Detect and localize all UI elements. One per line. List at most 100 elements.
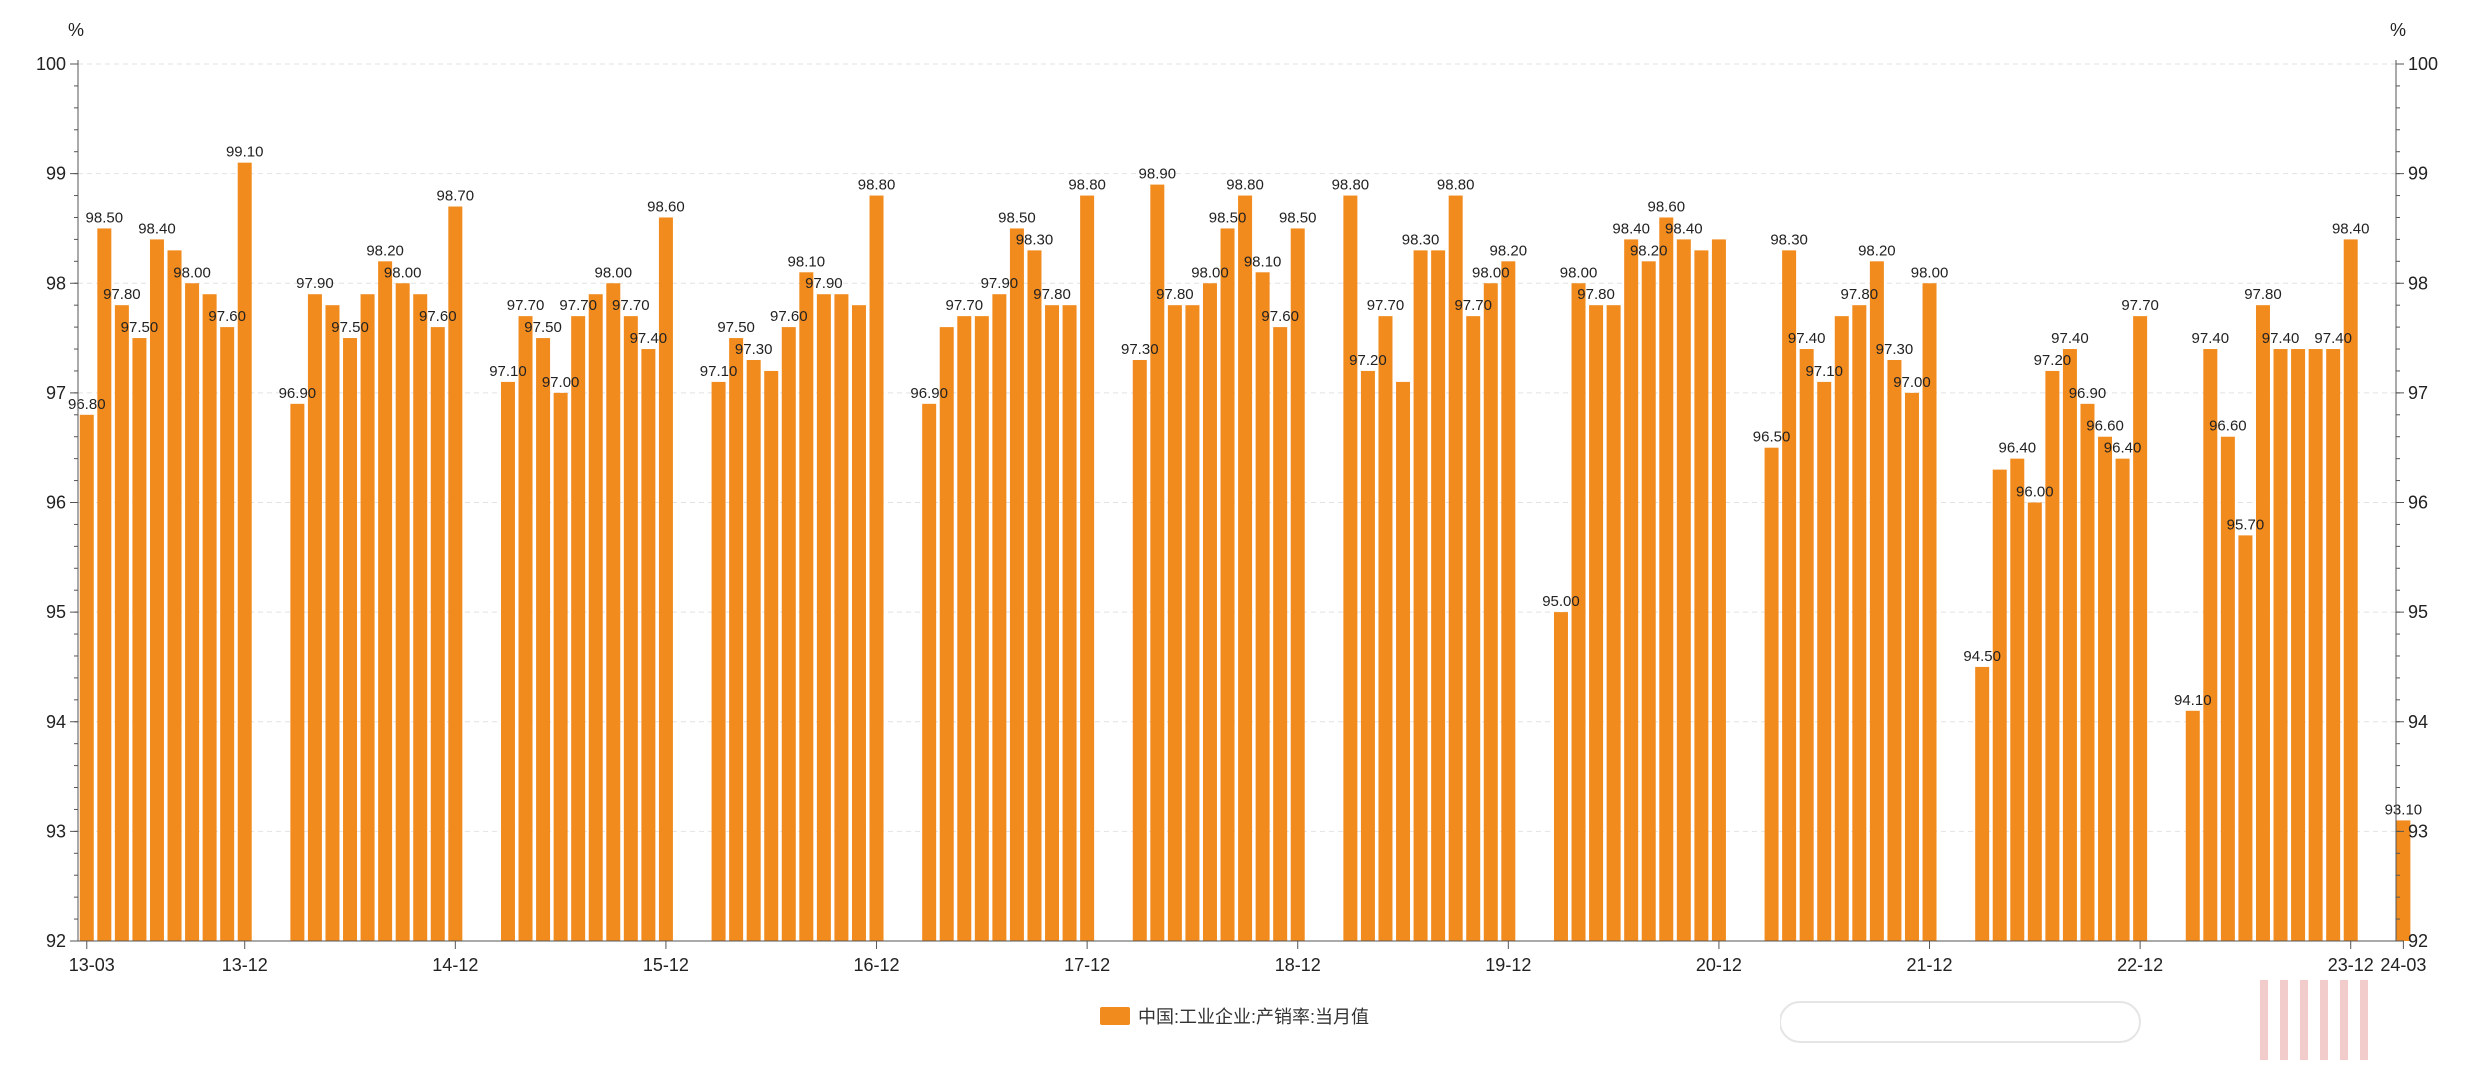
data-label: 98.60 xyxy=(1648,198,1686,215)
data-label: 98.60 xyxy=(647,198,685,215)
bar xyxy=(1413,250,1428,942)
y-tick-label-left: 99 xyxy=(46,164,66,184)
bar xyxy=(1975,666,1990,941)
bar xyxy=(1150,184,1165,941)
bar xyxy=(500,381,515,942)
data-label: 97.00 xyxy=(542,374,580,391)
data-label: 98.20 xyxy=(1858,242,1896,259)
y-tick-label-right: 98 xyxy=(2408,273,2428,293)
bar xyxy=(1290,228,1305,941)
bar xyxy=(641,349,656,941)
x-tick-label: 15-12 xyxy=(643,955,689,975)
data-label: 97.20 xyxy=(2034,352,2072,369)
data-label: 97.60 xyxy=(208,308,246,325)
bar xyxy=(1764,447,1779,941)
bar xyxy=(149,239,164,941)
bar xyxy=(1659,217,1674,942)
bar xyxy=(1887,359,1902,941)
data-label: 97.80 xyxy=(1033,286,1071,303)
data-label: 98.20 xyxy=(1630,242,1668,259)
data-label: 98.50 xyxy=(998,209,1036,226)
data-label: 99.10 xyxy=(226,144,264,161)
bar xyxy=(2273,349,2288,941)
data-label: 97.80 xyxy=(1156,286,1194,303)
bar xyxy=(1869,261,1884,941)
data-label: 98.30 xyxy=(1402,231,1440,248)
bar xyxy=(623,316,638,941)
data-label: 97.80 xyxy=(103,286,141,303)
bar xyxy=(746,359,761,941)
bar xyxy=(378,261,393,941)
bar xyxy=(1641,261,1656,941)
data-label: 98.40 xyxy=(1665,220,1703,237)
x-tick-label: 13-03 xyxy=(69,955,115,975)
bar xyxy=(588,294,603,941)
x-tick-label: 20-12 xyxy=(1696,955,1742,975)
bar xyxy=(2308,349,2323,941)
bar xyxy=(1009,228,1024,941)
data-label: 98.80 xyxy=(1226,177,1264,194)
x-tick-label: 21-12 xyxy=(1907,955,1953,975)
bar xyxy=(114,305,129,941)
data-label: 98.40 xyxy=(1612,220,1650,237)
bar xyxy=(2220,436,2235,941)
data-label: 98.80 xyxy=(1332,177,1370,194)
bar xyxy=(1360,370,1375,941)
bar xyxy=(1606,305,1621,941)
bar xyxy=(536,338,551,941)
data-label: 97.40 xyxy=(2314,330,2352,347)
bar xyxy=(1448,195,1463,942)
bar xyxy=(922,403,937,941)
data-label: 97.70 xyxy=(2121,297,2159,314)
bar xyxy=(729,338,744,941)
y-tick-label-left: 96 xyxy=(46,493,66,513)
bar xyxy=(1378,316,1393,941)
data-label: 98.00 xyxy=(1560,264,1598,281)
y-tick-label-left: 93 xyxy=(46,821,66,841)
data-label: 98.20 xyxy=(1490,242,1528,259)
bar xyxy=(2080,403,2095,941)
bar xyxy=(992,294,1007,941)
bar xyxy=(2255,305,2270,941)
bar xyxy=(343,338,358,941)
bar xyxy=(518,316,533,941)
data-label: 97.50 xyxy=(331,319,369,336)
bar xyxy=(1027,250,1042,942)
data-label: 96.00 xyxy=(2016,484,2054,501)
bar xyxy=(430,327,445,942)
bar xyxy=(1711,239,1726,941)
bar xyxy=(711,381,726,942)
bar xyxy=(1062,305,1077,941)
data-label: 96.90 xyxy=(2069,385,2107,402)
data-label: 97.30 xyxy=(1121,341,1159,358)
bar xyxy=(290,403,305,941)
x-tick-label: 24-03 xyxy=(2380,955,2426,975)
bar xyxy=(1553,612,1568,941)
data-label: 96.90 xyxy=(910,385,948,402)
data-label: 98.40 xyxy=(2332,220,2370,237)
data-label: 98.00 xyxy=(384,264,422,281)
data-label: 96.90 xyxy=(279,385,317,402)
bar xyxy=(1185,305,1200,941)
x-tick-label: 17-12 xyxy=(1064,955,1110,975)
bar xyxy=(974,316,989,941)
data-label: 97.70 xyxy=(559,297,597,314)
y-tick-label-right: 96 xyxy=(2408,493,2428,513)
data-label: 97.40 xyxy=(2051,330,2089,347)
bar xyxy=(1080,195,1095,942)
bar xyxy=(1431,250,1446,942)
bar xyxy=(851,305,866,941)
bar xyxy=(1992,469,2007,941)
bar xyxy=(571,316,586,941)
data-label: 97.80 xyxy=(1577,286,1615,303)
data-label: 97.60 xyxy=(419,308,457,325)
data-label: 96.60 xyxy=(2086,418,2124,435)
bar xyxy=(79,414,94,941)
x-tick-label: 18-12 xyxy=(1275,955,1321,975)
bar xyxy=(2133,316,2148,941)
watermark xyxy=(1780,980,2368,1060)
y-tick-label-left: 98 xyxy=(46,273,66,293)
bar xyxy=(1571,283,1586,941)
bar xyxy=(2045,370,2060,941)
